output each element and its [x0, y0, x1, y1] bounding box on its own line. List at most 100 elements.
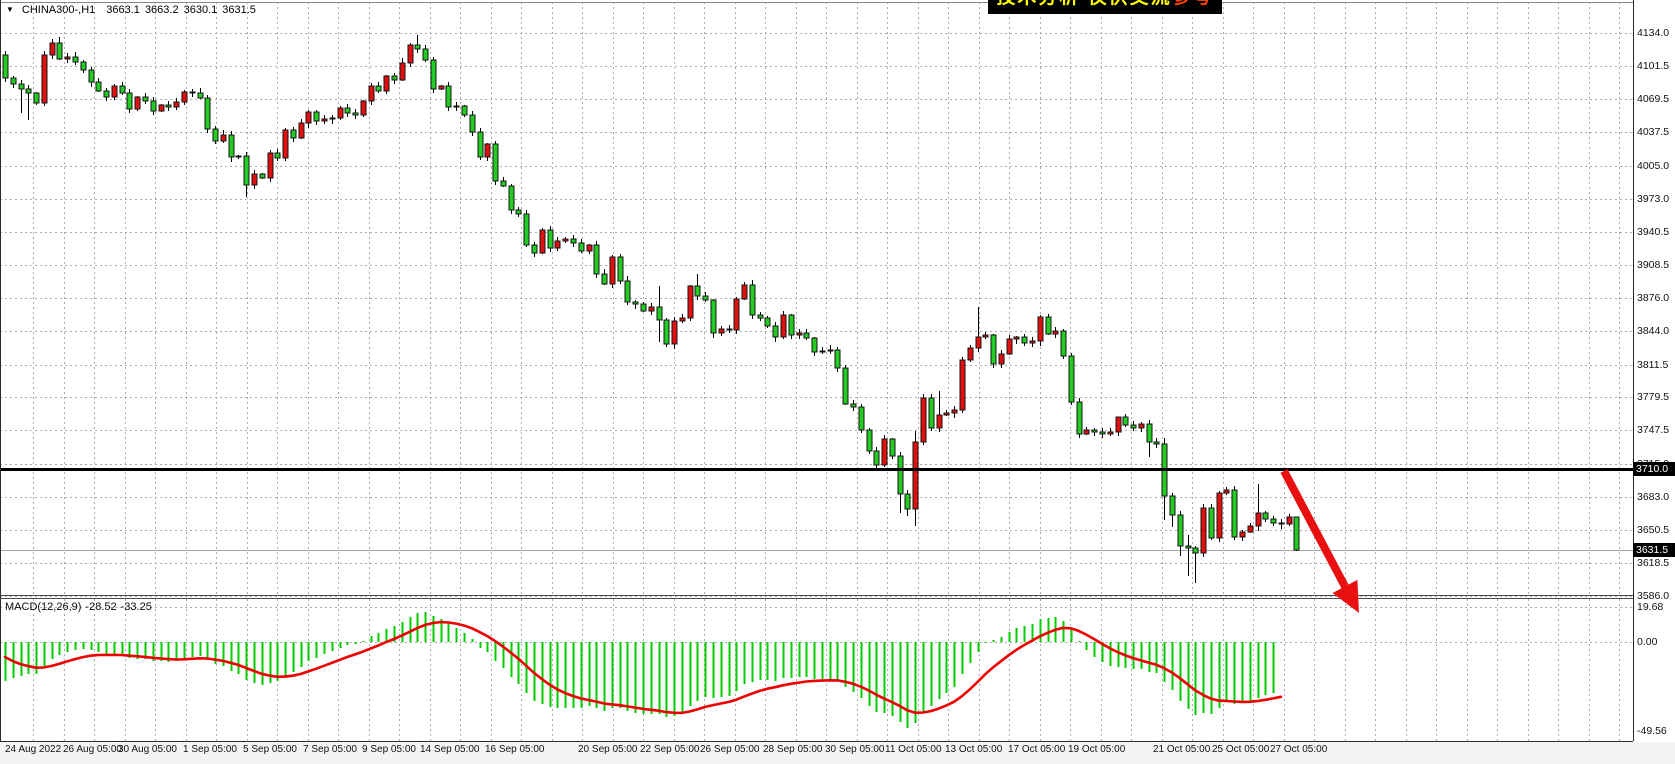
candle-body-down — [1270, 518, 1277, 524]
candle-body-down — [142, 96, 149, 102]
macd-axis-label: 19.68 — [1637, 601, 1664, 613]
candle-body-down — [95, 81, 102, 92]
candle-body-up — [539, 229, 546, 254]
candle-body-down — [873, 450, 880, 466]
date-axis-label: 24 Aug 2022 — [5, 744, 62, 755]
candle-body-down — [928, 397, 935, 429]
candle-body-down — [1146, 423, 1153, 443]
candle-body-up — [920, 397, 927, 443]
candle-body-down — [1122, 416, 1129, 426]
candle-body-up — [819, 350, 826, 353]
candle-body-down — [1130, 424, 1137, 429]
candle-body-up — [912, 441, 919, 510]
candle-body-down — [344, 107, 351, 114]
date-axis-label: 27 Oct 05:00 — [1270, 744, 1328, 755]
date-axis-label: 21 Oct 05:00 — [1153, 744, 1211, 755]
candle-body-up — [1138, 423, 1145, 429]
candle-body-up — [360, 100, 367, 116]
date-axis-label: 14 Sep 05:00 — [420, 744, 480, 755]
candle-body-up — [554, 240, 561, 249]
price-axis-label: 4069.5 — [1637, 93, 1670, 105]
date-axis-label: 9 Sep 05:00 — [362, 744, 416, 755]
candle-body-up — [881, 438, 888, 466]
candle-body-down — [165, 104, 172, 108]
candle-body-up — [337, 107, 344, 119]
candle-body-up — [718, 328, 725, 334]
candle-body-down — [1045, 316, 1052, 335]
candle-body-up — [936, 414, 943, 429]
candle-body-down — [469, 114, 476, 133]
candle-body-down — [88, 69, 95, 83]
date-axis-label: 20 Sep 05:00 — [578, 744, 638, 755]
candle-body-down — [749, 284, 756, 316]
candle-body-down — [632, 301, 639, 305]
candle-body-up — [671, 320, 678, 345]
horizontal-level-line[interactable] — [0, 468, 1633, 471]
candle-body-down — [204, 97, 211, 130]
candle-body-up — [111, 85, 118, 98]
symbol-dropdown-icon[interactable]: ▼ — [6, 4, 14, 14]
candle-body-up — [687, 285, 694, 319]
date-axis-label: 30 Aug 05:00 — [118, 744, 177, 755]
candle-body-down — [1208, 507, 1215, 539]
candle-body-down — [243, 155, 250, 186]
candle-body-down — [515, 209, 522, 215]
candle-body-down — [103, 90, 110, 98]
price-axis-strip[interactable] — [1634, 0, 1675, 742]
time-axis-strip[interactable] — [0, 742, 1675, 764]
candle-body-up — [1216, 492, 1223, 539]
candle-body-down — [508, 185, 515, 211]
candle-body-down — [1185, 545, 1192, 549]
candle-body-up — [368, 85, 375, 102]
candle-body-down — [523, 213, 530, 246]
date-axis-label: 16 Sep 05:00 — [485, 744, 545, 755]
candle-body-up — [998, 353, 1005, 365]
candle-body-down — [1169, 495, 1176, 516]
candle-body-down — [772, 325, 779, 338]
candle-body-down — [617, 256, 624, 282]
candle-body-up — [49, 42, 56, 56]
price-axis-label: 3618.5 — [1637, 557, 1670, 569]
macd-axis-label: -49.56 — [1637, 725, 1667, 737]
date-axis-label: 26 Sep 05:00 — [700, 744, 760, 755]
candle-body-down — [624, 280, 631, 303]
candle-body-down — [663, 319, 670, 345]
candle-body-up — [796, 332, 803, 336]
date-axis-label: 25 Oct 05:00 — [1212, 744, 1270, 755]
candle-body-up — [305, 111, 312, 124]
close-value: 3631.5 — [222, 4, 256, 16]
candle-body-down — [391, 75, 398, 81]
candle-body-down — [889, 438, 896, 457]
candle-body-up — [134, 96, 141, 110]
date-axis-label: 1 Sep 05:00 — [183, 744, 237, 755]
candle-body-down — [858, 406, 865, 431]
candle-body-up — [827, 349, 834, 352]
candle-body-up — [648, 306, 655, 312]
price-axis-label: 3876.0 — [1637, 292, 1670, 304]
candle-body-down — [1076, 401, 1083, 435]
candle-body-down — [764, 317, 771, 327]
candle-body-up — [438, 85, 445, 90]
price-axis-label: 3940.5 — [1637, 226, 1670, 238]
candle-body-down — [259, 173, 266, 179]
candle-body-down — [531, 244, 538, 254]
candle-body-up — [1223, 489, 1230, 494]
macd-signal-value: -33.25 — [120, 601, 152, 613]
candle-body-down — [702, 295, 709, 301]
price-axis-label: 4134.0 — [1637, 27, 1670, 39]
date-axis-label: 17 Oct 05:00 — [1008, 744, 1066, 755]
date-axis-label: 22 Sep 05:00 — [640, 744, 700, 755]
candle-body-down — [656, 306, 663, 321]
candle-body-up — [562, 238, 569, 242]
candle-body-up — [1115, 416, 1122, 433]
candle-body-down — [119, 85, 126, 94]
candle-body-down — [1293, 516, 1300, 551]
candle-body-down — [1231, 489, 1238, 538]
candle-body-down — [430, 59, 437, 90]
candle-body-up — [173, 101, 180, 108]
candle-body-down — [228, 134, 235, 158]
candle-body-up — [484, 143, 491, 158]
date-axis-label: 13 Oct 05:00 — [945, 744, 1003, 755]
candle-body-down — [375, 85, 382, 92]
